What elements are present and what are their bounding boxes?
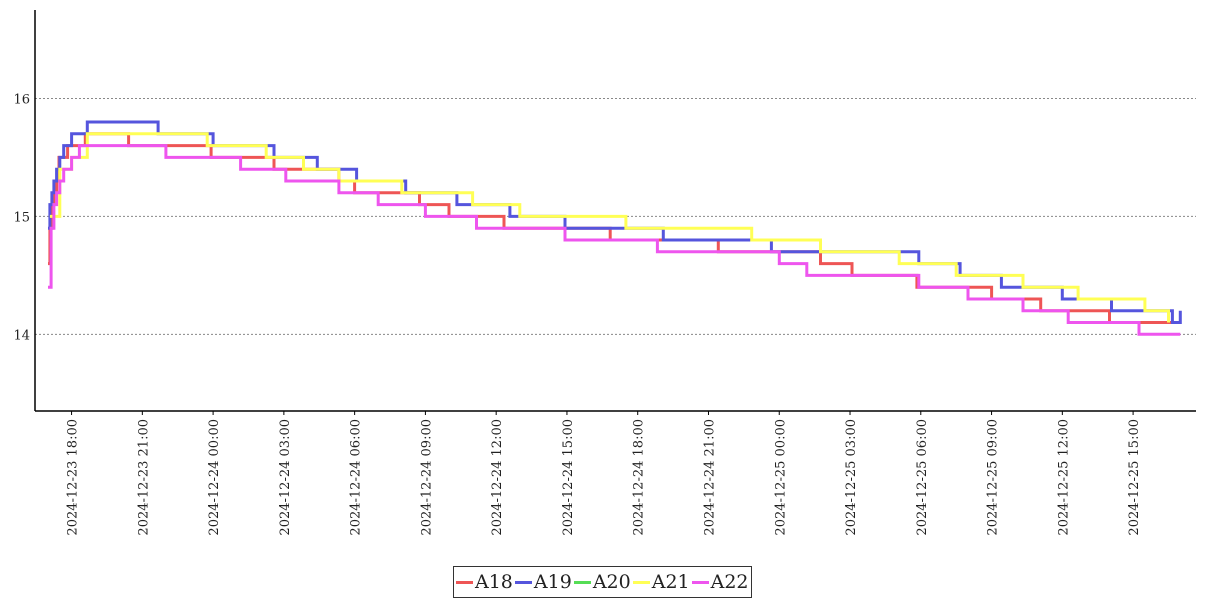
x-tick-label: 2024-12-25 09:00 <box>986 419 1001 536</box>
x-tick-label: 2024-12-23 21:00 <box>136 419 151 536</box>
x-tick-label: 2024-12-24 09:00 <box>419 419 434 536</box>
x-tick-label: 2024-12-25 03:00 <box>844 419 859 536</box>
legend-label: A20 <box>592 571 631 593</box>
x-ticks: 2024-12-23 18:00 2024-12-23 21:00 2024-12-… <box>66 411 1142 536</box>
y-tick-label: 15 <box>13 210 30 225</box>
legend: A18 A19 A20 A21 A22 <box>453 566 752 598</box>
x-tick-label: 2024-12-25 00:00 <box>773 419 788 536</box>
legend-swatch <box>632 580 650 584</box>
legend-item-a21[interactable]: A21 <box>632 571 690 593</box>
legend-label: A18 <box>475 571 513 593</box>
legend-item-a20[interactable]: A20 <box>573 571 631 593</box>
legend-swatch <box>456 580 473 584</box>
legend-item-a19[interactable]: A19 <box>514 571 572 593</box>
x-tick-label: 2024-12-25 12:00 <box>1056 419 1071 536</box>
legend-label: A22 <box>710 571 749 593</box>
legend-item-a18[interactable]: A18 <box>456 571 513 593</box>
series-line-a18 <box>48 132 1181 324</box>
x-tick-label: 2024-12-24 00:00 <box>207 419 222 536</box>
y-tick-label: 14 <box>13 328 30 343</box>
series-line-a22 <box>48 144 1181 336</box>
legend-swatch <box>514 580 532 584</box>
x-tick-label: 2024-12-23 18:00 <box>66 419 81 536</box>
x-tick-label: 2024-12-24 06:00 <box>349 419 364 536</box>
y-ticks: 14 15 16 <box>13 92 30 343</box>
x-tick-label: 2024-12-25 15:00 <box>1127 419 1142 536</box>
legend-swatch <box>573 580 591 584</box>
legend-item-a22[interactable]: A22 <box>691 571 749 593</box>
x-tick-label: 2024-12-25 06:00 <box>915 419 930 536</box>
legend-label: A21 <box>651 571 690 593</box>
x-tick-label: 2024-12-24 15:00 <box>561 419 576 536</box>
x-tick-label: 2024-12-24 03:00 <box>278 419 293 536</box>
series-layer <box>48 120 1182 336</box>
series-line-a19 <box>48 120 1182 324</box>
y-tick-label: 16 <box>13 92 30 107</box>
x-tick-label: 2024-12-24 21:00 <box>702 419 717 536</box>
x-tick-label: 2024-12-24 18:00 <box>632 419 647 536</box>
x-tick-label: 2024-12-24 12:00 <box>490 419 505 536</box>
axes <box>34 10 1196 412</box>
legend-swatch <box>691 580 709 584</box>
series-line-a21 <box>49 132 1170 323</box>
legend-label: A19 <box>533 571 572 593</box>
